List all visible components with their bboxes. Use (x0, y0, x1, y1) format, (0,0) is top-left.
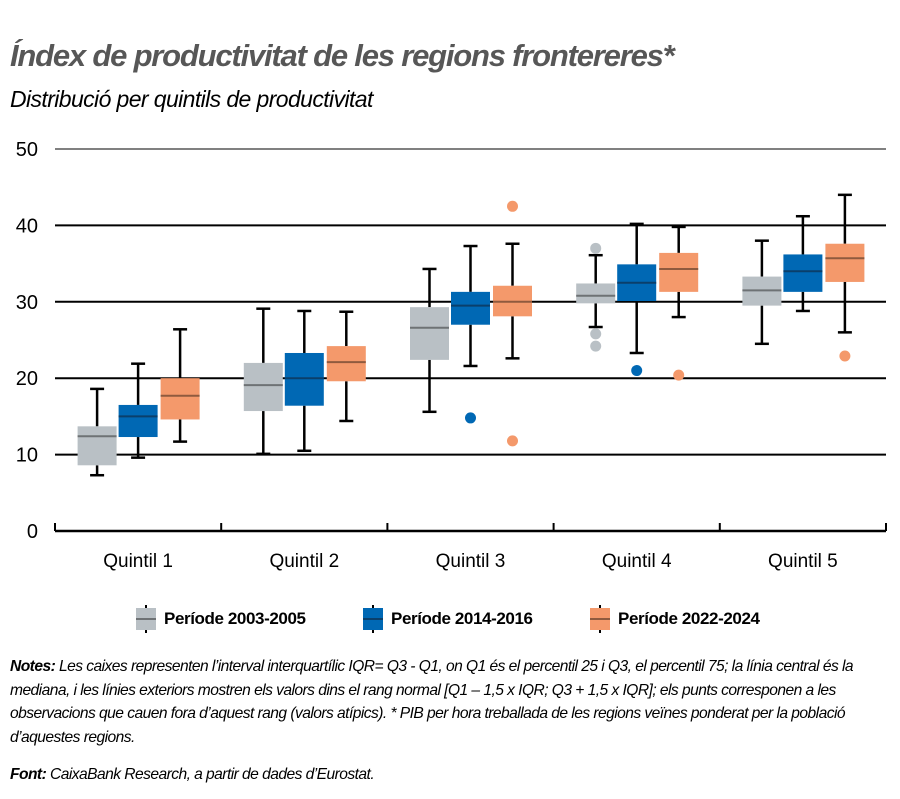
chart-source: Font: CaixaBank Research, a partir de da… (10, 766, 375, 784)
box-p2022-q4 (659, 225, 699, 381)
x-category-label: Quintil 5 (768, 551, 838, 572)
outlier-point (590, 242, 602, 254)
outlier-point (590, 328, 602, 340)
legend-item-2022-2024: Període 2022-2024 (590, 605, 760, 633)
outlier-point (465, 412, 476, 424)
x-category-label: Quintil 1 (103, 551, 173, 572)
legend-swatch-blue-icon (363, 605, 383, 633)
y-tick-label: 50 (16, 139, 38, 161)
y-tick-label: 20 (16, 368, 38, 390)
y-axis-tick-labels: 0 10 20 30 40 50 (16, 139, 38, 543)
chart-notes: Notes: Les caixes representen l’interval… (10, 655, 895, 749)
outlier-point (839, 350, 851, 362)
y-tick-label: 30 (16, 292, 38, 314)
x-category-label: Quintil 4 (602, 551, 672, 572)
legend-label: Període 2022-2024 (618, 609, 760, 628)
box-p2022-q3 (493, 200, 532, 447)
box-p2022-q5 (825, 193, 865, 362)
chart-legend: Període 2003-2005 Període 2014-2016 Perí… (0, 605, 900, 635)
box-series (77, 193, 865, 477)
box-p2014-q5 (783, 214, 823, 313)
box-p2003-q2 (243, 307, 283, 456)
notes-label: Notes: (10, 658, 56, 675)
chart-title: Índex de productivitat de les regions fr… (10, 38, 675, 73)
outlier-point (507, 435, 518, 447)
outlier-point (507, 200, 518, 212)
y-tick-label: 0 (27, 521, 38, 543)
box-p2003-q1 (77, 387, 117, 477)
box-p2003-q5 (742, 239, 782, 346)
x-axis-category-labels: Quintil 1 Quintil 2 Quintil 3 Quintil 4 Quin… (103, 551, 838, 572)
y-tick-label: 10 (16, 445, 38, 467)
legend-item-2014-2016: Període 2014-2016 (363, 605, 533, 633)
box-p2022-q2 (326, 310, 366, 423)
outlier-point (631, 365, 643, 377)
box-p2014-q4 (617, 222, 657, 377)
legend-label: Període 2003-2005 (164, 609, 306, 628)
x-axis (54, 523, 887, 533)
legend-item-2003-2005: Període 2003-2005 (136, 605, 306, 633)
box-p2003-q3 (410, 267, 449, 414)
source-label: Font: (10, 766, 47, 783)
outlier-point (673, 369, 685, 381)
x-category-label: Quintil 2 (269, 551, 339, 572)
box-p2014-q2 (284, 309, 324, 453)
box-p2003-q4 (576, 242, 616, 352)
source-text: CaixaBank Research, a partir de dades d’… (46, 766, 375, 783)
legend-swatch-gray-icon (136, 605, 156, 633)
box-p2014-q3 (451, 244, 490, 424)
legend-swatch-orange-icon (590, 605, 610, 633)
legend-label: Període 2014-2016 (391, 609, 533, 628)
y-tick-label: 40 (16, 215, 38, 237)
x-category-label: Quintil 3 (436, 551, 506, 572)
box-p2022-q1 (160, 328, 200, 443)
notes-text: Les caixes representen l’interval interq… (10, 658, 854, 746)
box-p2014-q1 (118, 362, 158, 459)
outlier-point (590, 340, 602, 352)
chart-subtitle: Distribució per quintils de productivita… (10, 86, 373, 112)
